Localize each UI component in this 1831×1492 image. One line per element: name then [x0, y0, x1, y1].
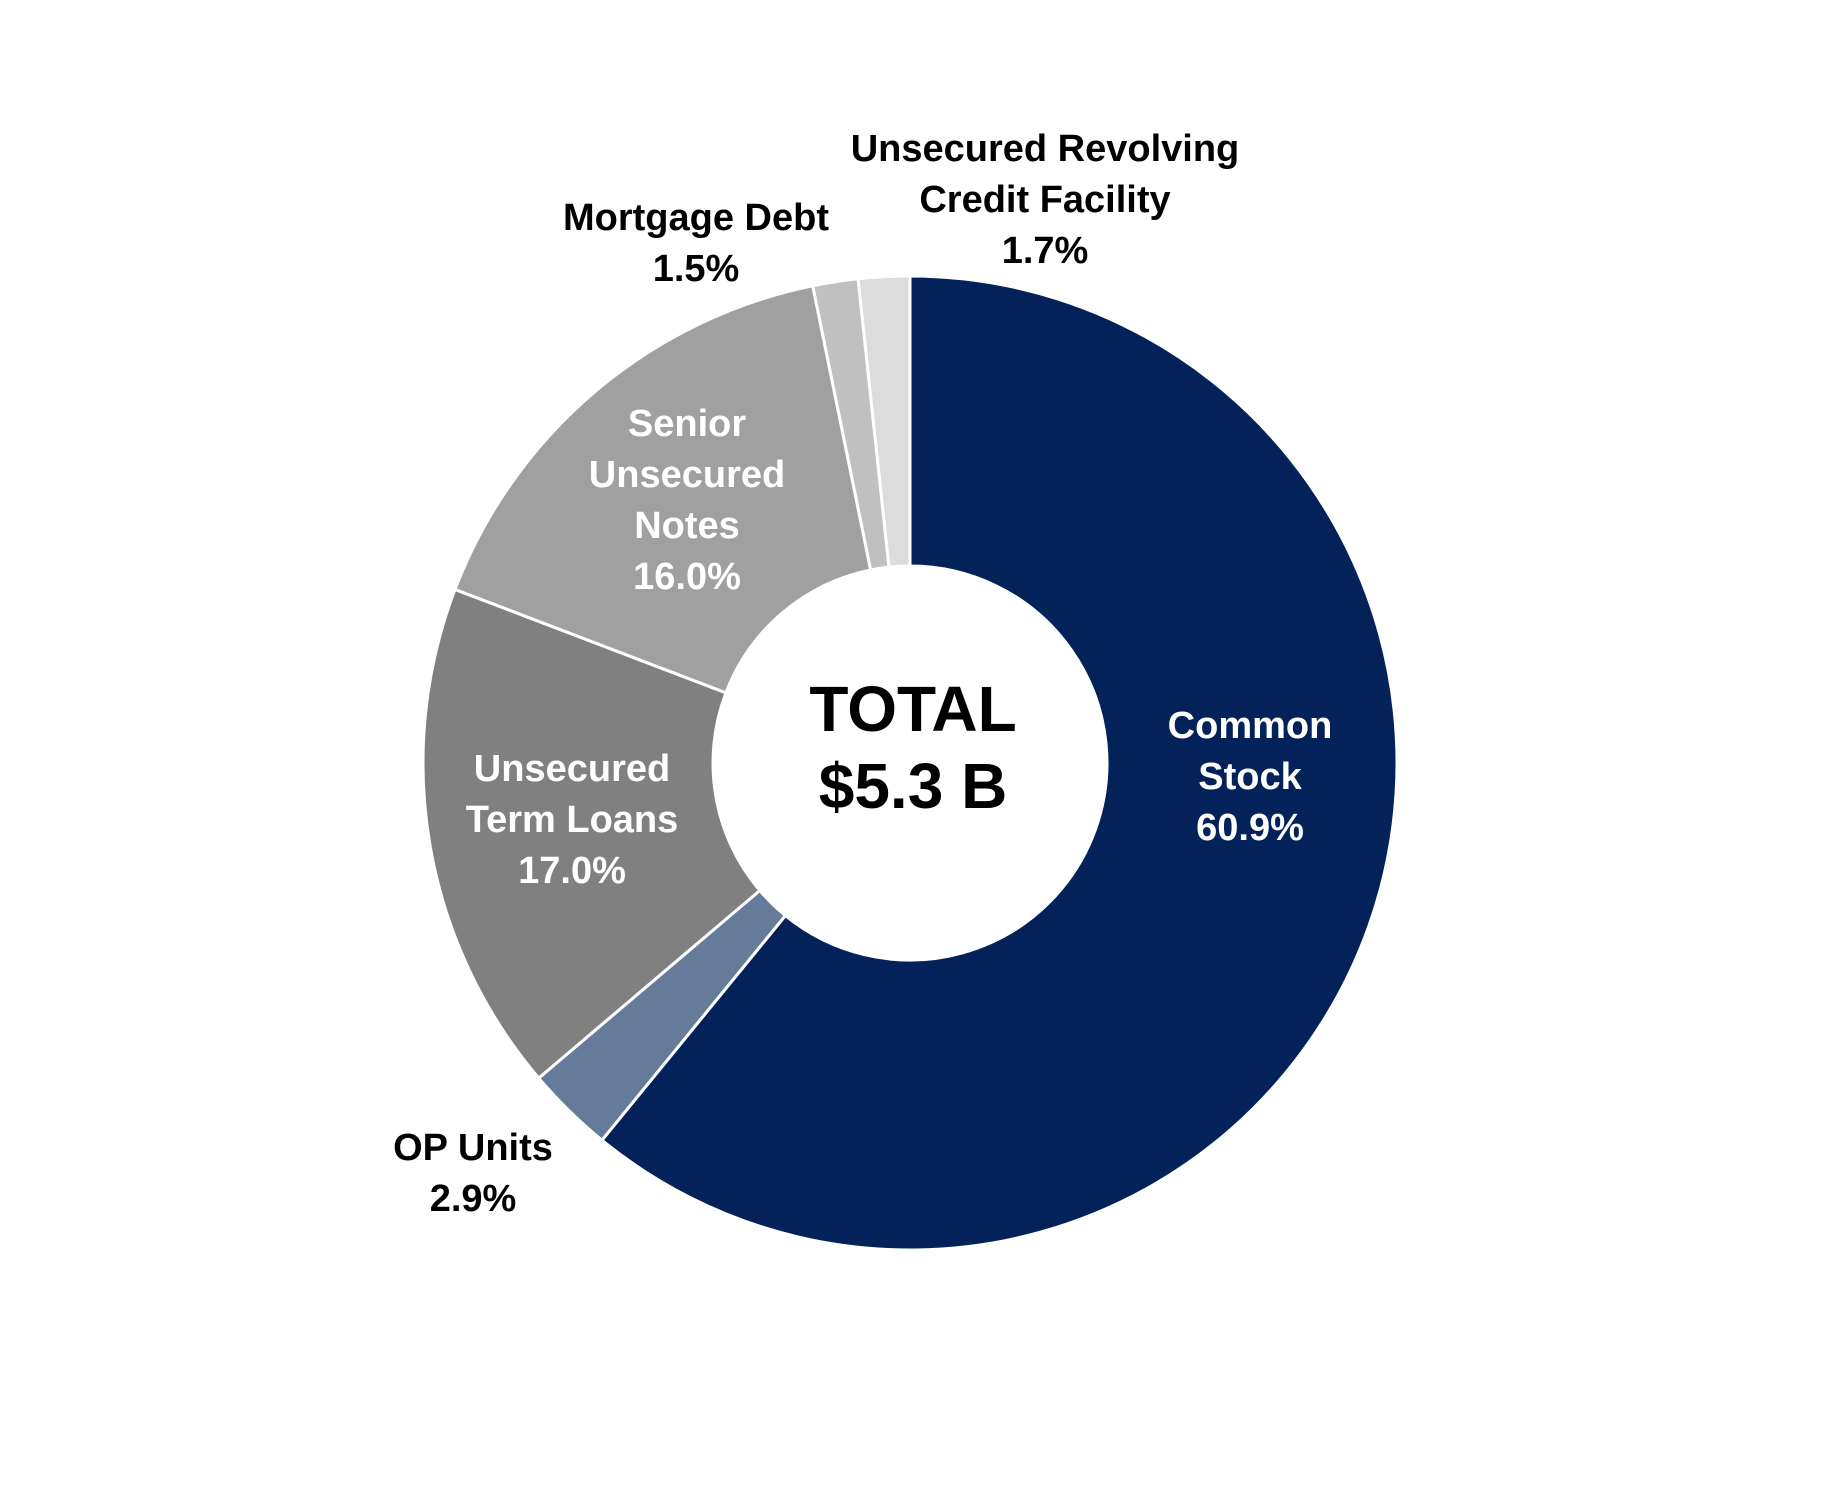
slice-label: Common	[1168, 705, 1333, 747]
slice-label: Unsecured	[589, 454, 785, 496]
value-label: 1.7%	[1002, 230, 1089, 272]
center-label: TOTAL	[809, 673, 1016, 745]
slice-label: Unsecured Revolving	[851, 128, 1240, 170]
slice-label: Unsecured	[474, 748, 670, 790]
slice-label: Mortgage Debt	[563, 197, 829, 239]
value-label: 1.5%	[653, 248, 740, 290]
slice-label: Credit Facility	[919, 179, 1170, 221]
slice-label: Senior	[628, 403, 746, 445]
value-label: 17.0%	[518, 850, 626, 892]
value-label: 60.9%	[1196, 807, 1304, 849]
slice-label: Term Loans	[466, 799, 679, 841]
slice-label: Stock	[1198, 756, 1302, 798]
value-label: 16.0%	[633, 556, 741, 598]
donut-slice	[421, 587, 762, 1081]
center-label: $5.3 B	[819, 750, 1008, 822]
slice-label: Notes	[634, 505, 740, 547]
slice-label: OP Units	[393, 1127, 553, 1169]
donut-slice	[453, 284, 873, 695]
value-label: 2.9%	[430, 1178, 517, 1220]
donut-slice	[599, 274, 1399, 1252]
donut-slice	[856, 274, 912, 569]
